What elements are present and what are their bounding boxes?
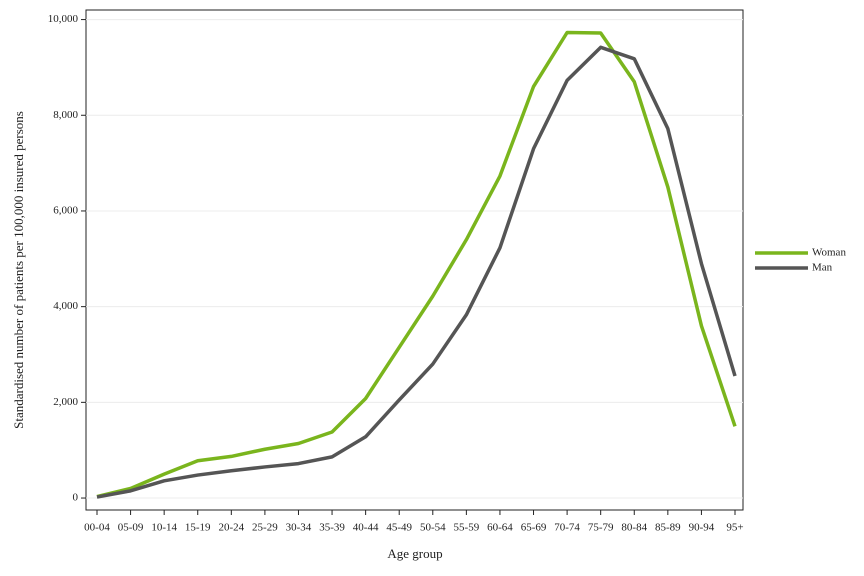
x-tick-label: 60-64 — [487, 522, 513, 534]
x-tick-label: 25-29 — [252, 522, 278, 534]
legend-label: Man — [812, 262, 833, 274]
x-tick-label: 65-69 — [521, 522, 547, 534]
x-tick-label: 90-94 — [689, 522, 715, 534]
x-tick-label: 35-39 — [319, 522, 345, 534]
y-tick-label: 4,000 — [53, 300, 78, 312]
x-tick-label: 30-34 — [286, 522, 312, 534]
x-tick-label: 40-44 — [353, 522, 379, 534]
x-tick-label: 10-14 — [151, 522, 177, 534]
y-axis-title: Standardised number of patients per 100,… — [11, 111, 26, 429]
x-tick-label: 95+ — [726, 522, 743, 534]
x-tick-label: 70-74 — [554, 522, 580, 534]
legend-label: Woman — [812, 247, 846, 259]
x-tick-label: 00-04 — [84, 522, 110, 534]
x-tick-label: 05-09 — [118, 522, 144, 534]
y-tick-label: 0 — [73, 492, 79, 504]
y-tick-label: 10,000 — [48, 13, 79, 25]
x-tick-label: 80-84 — [621, 522, 647, 534]
line-series — [96, 45, 737, 499]
plot-frame — [85, 9, 744, 511]
x-tick-label: 75-79 — [588, 522, 614, 534]
y-tick-label: 2,000 — [53, 396, 78, 408]
x-tick-label: 45-49 — [386, 522, 412, 534]
y-tick-label: 8,000 — [53, 109, 78, 121]
x-tick-label: 50-54 — [420, 522, 446, 534]
line-series — [96, 30, 737, 499]
x-tick-label: 15-19 — [185, 522, 211, 534]
x-tick-label: 85-89 — [655, 522, 681, 534]
x-axis-title: Age group — [387, 546, 442, 561]
y-tick-label: 6,000 — [53, 204, 78, 216]
x-tick-label: 55-59 — [454, 522, 480, 534]
x-tick-label: 20-24 — [218, 522, 244, 534]
